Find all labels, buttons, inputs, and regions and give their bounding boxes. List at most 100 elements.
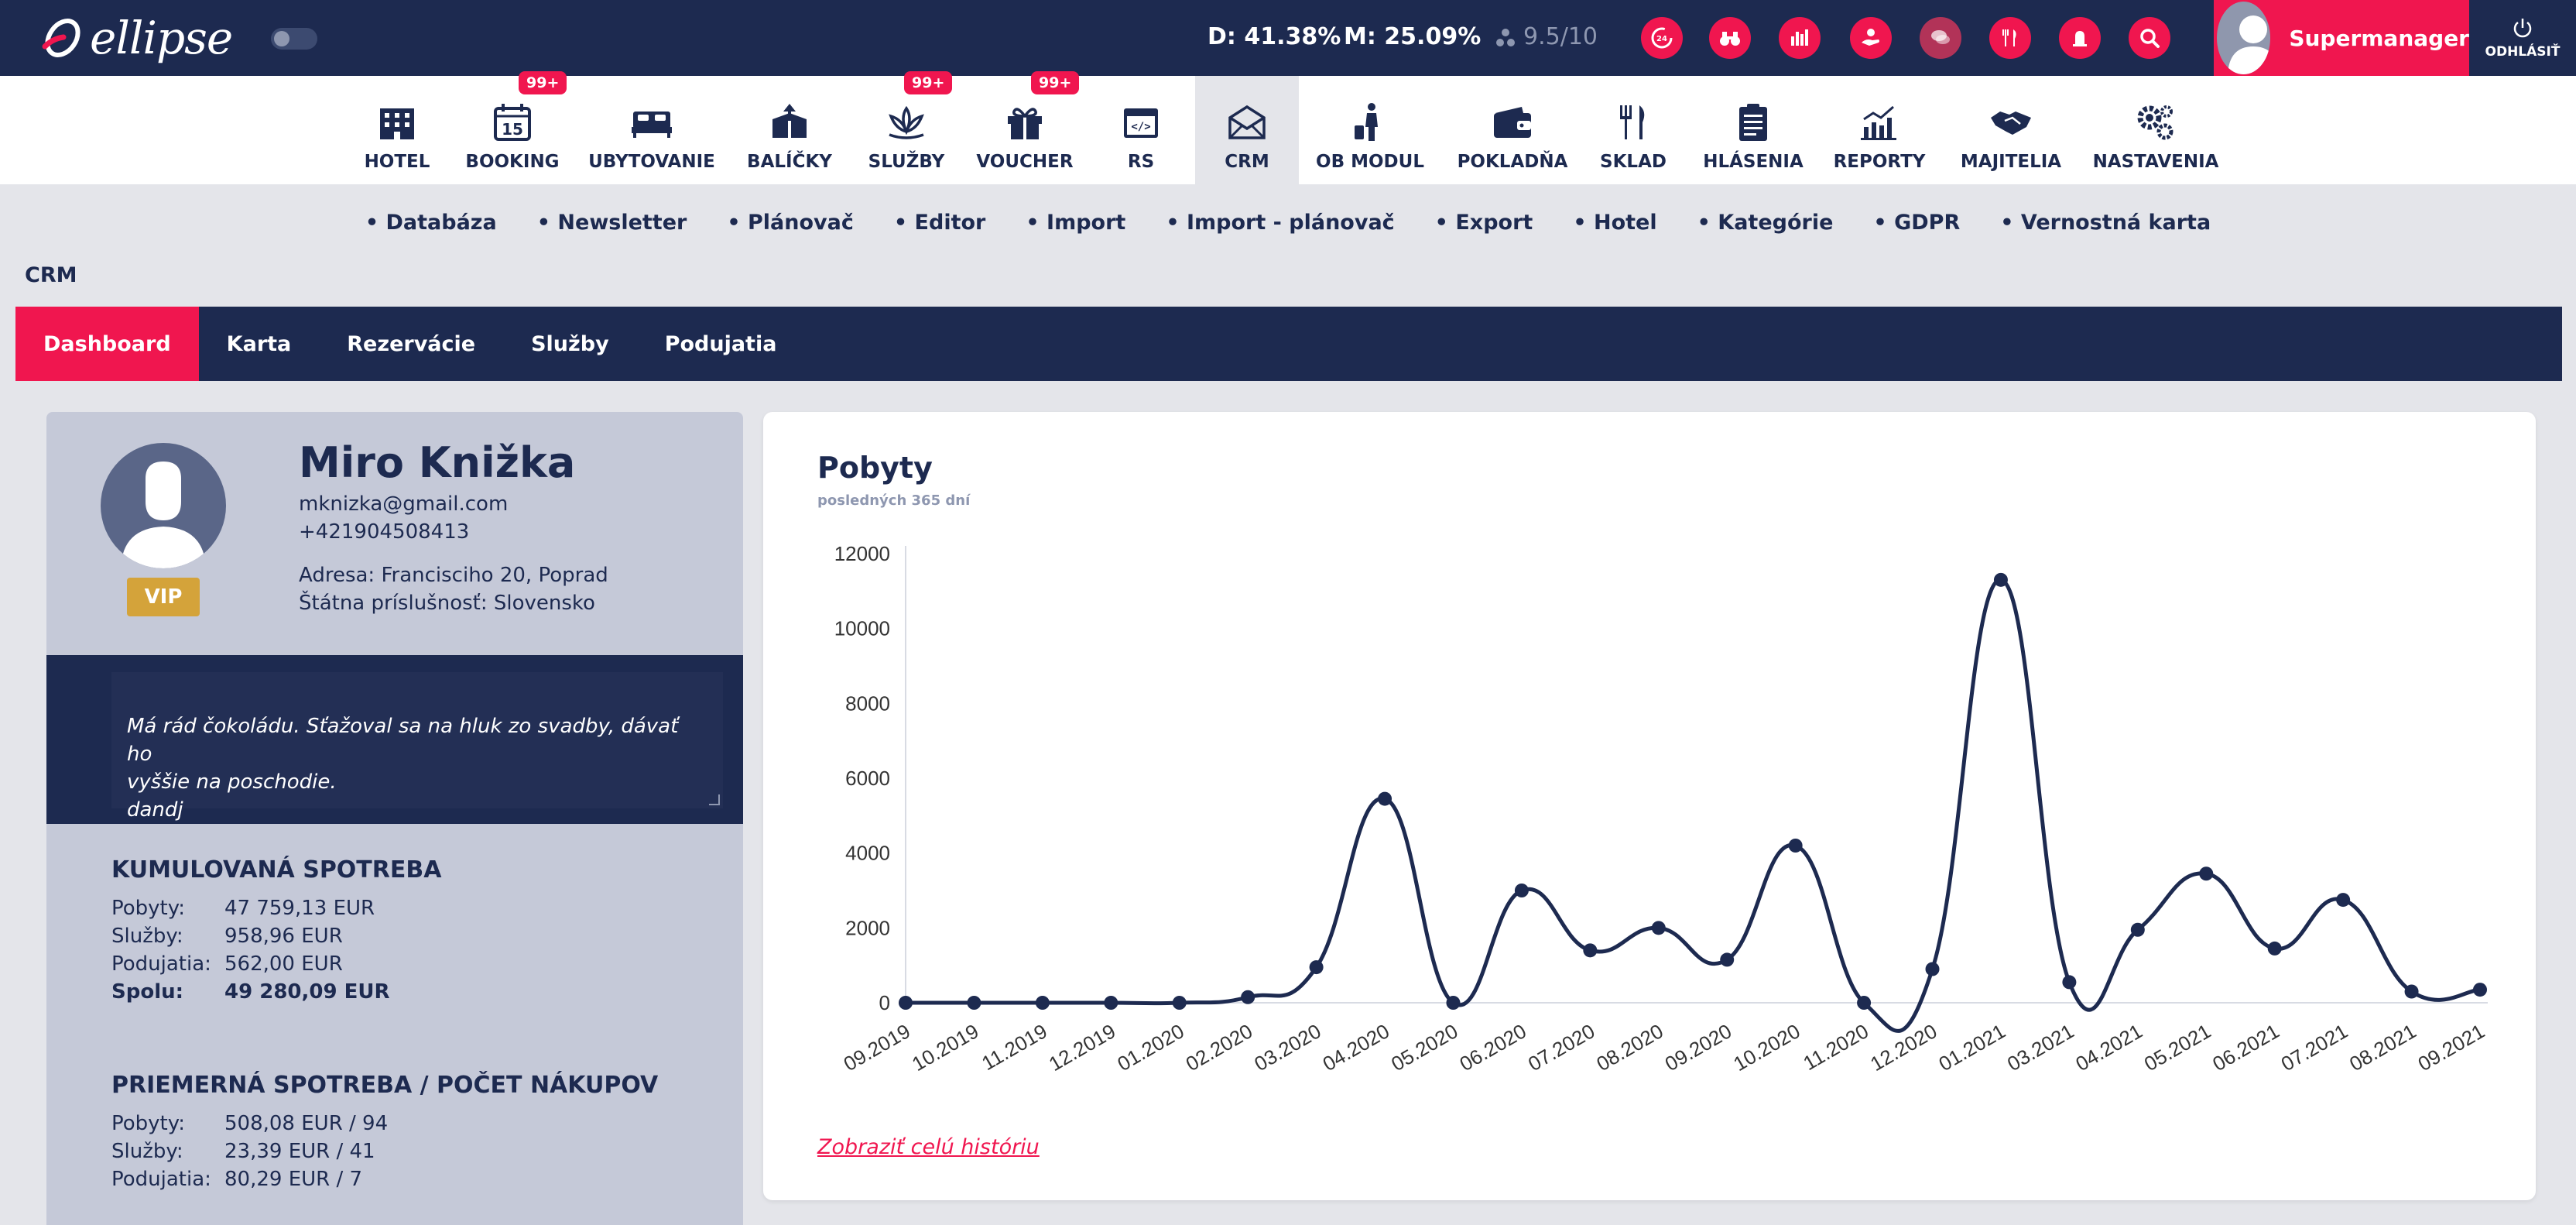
stats-icon[interactable] [1779, 17, 1821, 59]
x-tick-label: 11.2020 [1799, 1019, 1872, 1075]
module-label: OB MODUL [1316, 152, 1424, 172]
average-title: PRIEMERNÁ SPOTREBA / POČET NÁKUPOV [111, 1072, 659, 1099]
module-majitelia[interactable]: MAJITELIA [1958, 76, 2064, 184]
subnav-newsletter[interactable]: Newsletter [537, 211, 687, 235]
module-voucher[interactable]: 99+ VOUCHER [976, 71, 1080, 184]
24h-icon[interactable]: 24 [1641, 17, 1683, 59]
x-tick-label: 12.2019 [1045, 1019, 1119, 1076]
show-full-history-link[interactable]: Zobraziť celú históriu [817, 1135, 1040, 1159]
subnav-vernostna-karta[interactable]: Vernostná karta [2000, 211, 2211, 235]
subnav-kategorie[interactable]: Kategórie [1697, 211, 1833, 235]
data-point [2404, 984, 2419, 999]
guest-note-textarea[interactable]: Má rád čokoládu. Sťažoval sa na hluk zo … [111, 672, 723, 822]
chart-title: Pobyty [817, 451, 933, 485]
x-tick-label: 04.2021 [2071, 1019, 2146, 1076]
data-point [1583, 943, 1598, 958]
cumulative-row: Pobyty: 47 759,13 EUR [111, 897, 375, 920]
subnav-hotel[interactable]: Hotel [1573, 211, 1657, 235]
module-label: MAJITELIA [1960, 152, 2062, 172]
module-label: CRM [1225, 152, 1269, 172]
module-hlasenia[interactable]: HLÁSENIA [1703, 76, 1804, 184]
clipboard-icon [1739, 104, 1767, 141]
subnav-editor[interactable]: Editor [894, 211, 986, 235]
data-point [1241, 990, 1255, 1004]
subnav-databaza[interactable]: Databáza [365, 211, 496, 235]
module-sklad[interactable]: SKLAD [1598, 76, 1669, 184]
tab-bar: Dashboard Karta Rezervácie Služby Poduja… [15, 307, 2562, 381]
x-tick-label: 08.2020 [1592, 1019, 1667, 1076]
notification-badge: 99+ [904, 71, 953, 94]
traveler-icon [1355, 103, 1378, 141]
module-crm[interactable]: CRM [1195, 76, 1299, 184]
module-ubytovanie[interactable]: UBYTOVANIE [588, 76, 715, 184]
module-label: SLUŽBY [868, 152, 945, 172]
x-tick-label: 09.2021 [2414, 1019, 2489, 1076]
restaurant-icon[interactable] [1989, 17, 2031, 59]
data-point [2130, 922, 2145, 937]
service-hand-icon[interactable] [1850, 17, 1892, 59]
y-tick-label: 6000 [845, 767, 890, 790]
user-menu[interactable]: Supermanager [2214, 0, 2469, 76]
chart-subtitle: posledných 365 dní [817, 492, 971, 509]
x-tick-label: 01.2021 [1935, 1019, 2009, 1076]
data-point [1446, 996, 1461, 1010]
subnav-import-planovac[interactable]: Import - plánovač [1166, 211, 1395, 235]
module-rs[interactable]: </> RS [1101, 76, 1181, 184]
bed-icon [632, 112, 672, 138]
module-reporty[interactable]: REPORTY [1833, 76, 1926, 184]
module-label: VOUCHER [976, 152, 1074, 172]
module-hotel[interactable]: HOTEL [362, 76, 432, 184]
subnav-import[interactable]: Import [1026, 211, 1125, 235]
module-sluzby[interactable]: 99+ SLUŽBY [864, 71, 953, 184]
data-point [1172, 996, 1187, 1010]
rating-value: 9.5/10 [1523, 23, 1598, 50]
tab-karta[interactable]: Karta [226, 331, 292, 356]
user-avatar [2217, 2, 2271, 74]
stat-day: D: 41.38% [1208, 23, 1341, 50]
module-label: HOTEL [364, 152, 430, 172]
mode-toggle[interactable] [271, 28, 317, 50]
chart-icon [1861, 105, 1896, 140]
calendar-day: 15 [502, 120, 523, 139]
logo[interactable]: ellipse [40, 11, 233, 65]
building-icon [380, 108, 414, 139]
subnav-export[interactable]: Export [1435, 211, 1533, 235]
guest-email: mknizka@gmail.com [299, 492, 509, 516]
data-point [1993, 572, 2008, 587]
x-tick-label: 09.2020 [1661, 1019, 1735, 1076]
subnav-gdpr[interactable]: GDPR [1873, 211, 1960, 235]
alarm-icon[interactable] [2059, 17, 2101, 59]
search-icon[interactable] [2129, 17, 2170, 59]
module-booking[interactable]: 99+ 15 BOOKING [464, 71, 567, 184]
stays-chart-card: 0 2000 4000 6000 8000 10000 12000 09.2019 10.201… [763, 412, 2536, 1200]
page-title: CRM [25, 263, 77, 287]
x-tick-label: 01.2020 [1113, 1019, 1187, 1076]
resize-grip-icon[interactable] [709, 794, 720, 805]
binoculars-icon[interactable] [1709, 17, 1751, 59]
x-tick-label: 02.2020 [1182, 1019, 1256, 1076]
tab-rezervacie[interactable]: Rezervácie [347, 331, 476, 356]
subnav-planovac[interactable]: Plánovač [727, 211, 854, 235]
y-tick-label: 0 [879, 991, 890, 1014]
y-tick-label: 4000 [845, 842, 890, 865]
data-point [1720, 952, 1735, 967]
y-tick-label: 2000 [845, 916, 890, 939]
data-point [1378, 791, 1392, 806]
x-tick-label: 11.2019 [978, 1019, 1051, 1075]
module-balicky[interactable]: BALÍČKY [743, 76, 836, 184]
tab-dashboard[interactable]: Dashboard [15, 307, 199, 381]
x-tick-label: 04.2020 [1319, 1019, 1393, 1076]
module-nastavenia[interactable]: NASTAVENIA [2093, 76, 2218, 184]
tab-podujatia[interactable]: Podujatia [664, 331, 777, 356]
module-label: REPORTY [1833, 152, 1926, 172]
logout-button[interactable]: ODHLÁSIŤ [2469, 0, 2576, 76]
data-point [2336, 893, 2351, 908]
notification-badge: 99+ [1031, 71, 1080, 94]
module-ob-modul[interactable]: OB MODUL [1316, 76, 1424, 184]
guest-phone: +421904508413 [299, 520, 470, 544]
chat-icon[interactable] [1920, 17, 1961, 59]
tab-sluzby[interactable]: Služby [531, 331, 609, 356]
data-point [1309, 960, 1324, 975]
module-pokladna[interactable]: POKLADŇA [1458, 76, 1567, 184]
code-window-icon: </> [1124, 108, 1158, 138]
